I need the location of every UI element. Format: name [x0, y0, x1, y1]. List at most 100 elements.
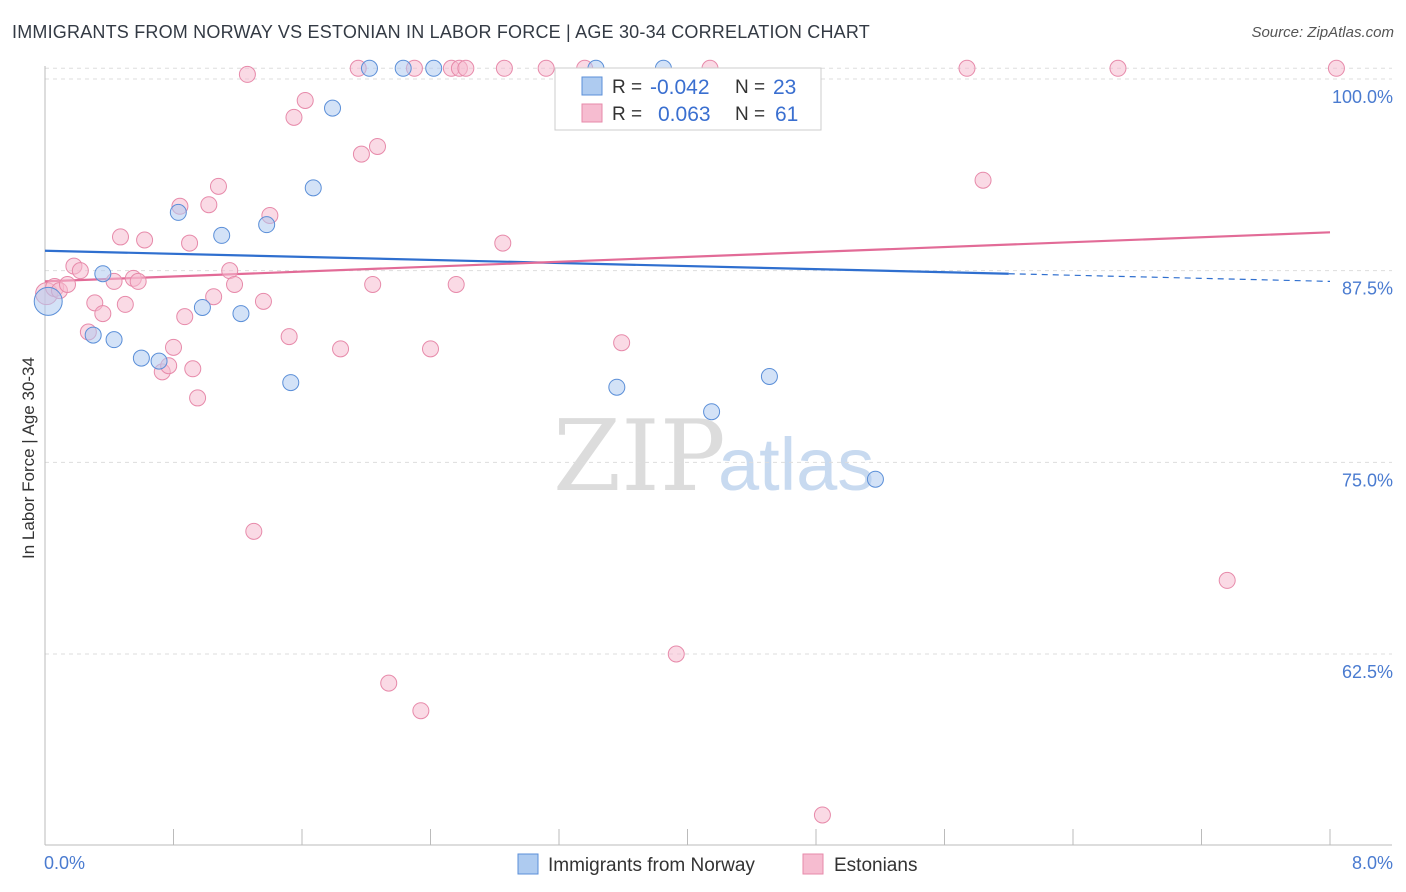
estonians-point-27 — [226, 275, 244, 293]
watermark-zip: ZIP — [553, 400, 726, 514]
y-tick-label-0: 62.5% — [1342, 662, 1393, 682]
watermark-atlas: atlas — [718, 423, 874, 506]
estonians-point-8 — [94, 305, 112, 323]
estonians-point-43 — [422, 340, 439, 358]
estonians-point-57 — [974, 171, 992, 189]
norway-point-4 — [132, 349, 150, 367]
norway-point-3 — [105, 331, 123, 349]
estonians-point-56 — [958, 59, 976, 77]
norway-points — [33, 59, 884, 488]
norway-point-0 — [33, 286, 63, 316]
estonians-point-38 — [364, 275, 382, 293]
bottom-legend-label-norway: Immigrants from Norway — [548, 855, 755, 876]
estonians-point-5 — [71, 262, 89, 280]
estonians-point-60 — [1327, 59, 1345, 77]
estonians-point-17 — [165, 338, 182, 356]
bottom-legend-swatch-estonians — [802, 853, 824, 875]
estonians-point-14 — [136, 231, 154, 249]
estonians-point-13 — [129, 272, 147, 290]
estonians-point-3 — [58, 275, 76, 293]
correlation-legend: R = -0.042 N = 23 R = 0.063 N = 61 — [554, 67, 822, 131]
norway-point-5 — [150, 352, 168, 370]
norway-point-10 — [258, 216, 276, 234]
y-tick-label-1: 75.0% — [1342, 470, 1393, 490]
estonians-point-33 — [285, 108, 303, 126]
estonians-point-25 — [209, 177, 227, 195]
norway-point-1 — [94, 265, 112, 283]
norway-point-8 — [213, 226, 231, 244]
estonians-point-34 — [296, 91, 314, 109]
estonians-point-35 — [332, 340, 350, 358]
norway-point-19 — [608, 378, 626, 396]
source-credit: Source: ZipAtlas.com — [1251, 24, 1394, 41]
x-tick-label-max: 8.0% — [1352, 853, 1393, 873]
estonians-point-58 — [1109, 59, 1127, 77]
trend-line-estonians — [44, 231, 1331, 283]
estonians-point-29 — [245, 522, 263, 540]
gridlines — [45, 67, 1392, 655]
axes — [44, 66, 1392, 846]
norway-point-6 — [169, 203, 187, 221]
estonians-point-20 — [181, 234, 199, 252]
y-tick-label-2: 87.5% — [1342, 279, 1393, 299]
estonians-point-30 — [254, 292, 272, 310]
estonians-point-52 — [613, 334, 631, 352]
legend-r-value-estonians: 0.063 — [658, 103, 711, 126]
estonians-point-59 — [1218, 571, 1236, 589]
norway-point-2 — [84, 326, 102, 344]
estonians-point-21 — [184, 360, 202, 378]
estonians-point-39 — [368, 137, 386, 155]
trend-lines — [44, 231, 1331, 283]
estonians-point-37 — [352, 145, 370, 163]
estonians-point-48 — [494, 234, 512, 252]
norway-point-12 — [304, 179, 322, 197]
legend-swatch-estonians — [581, 103, 603, 123]
legend-r-label-norway: R = — [612, 77, 642, 98]
norway-point-14 — [360, 59, 378, 77]
series-legend: Immigrants from Norway Estonians — [517, 853, 917, 876]
norway-point-21 — [760, 367, 778, 385]
bottom-legend-label-estonians: Estonians — [834, 855, 917, 876]
legend-n-value-estonians: 61 — [775, 103, 798, 126]
estonians-point-40 — [380, 674, 398, 692]
x-tick-label-min: 0.0% — [44, 853, 85, 873]
estonians-point-55 — [813, 806, 831, 824]
estonians-point-45 — [447, 275, 465, 293]
estonians-point-53 — [667, 645, 685, 663]
estonians-point-23 — [200, 196, 218, 214]
legend-r-value-norway: -0.042 — [650, 76, 710, 99]
estonians-point-32 — [280, 328, 298, 346]
y-tick-label-3: 100.0% — [1332, 87, 1393, 107]
norway-point-7 — [193, 298, 211, 316]
estonians-points — [35, 59, 1345, 824]
legend-swatch-norway — [581, 76, 603, 96]
norway-point-15 — [394, 59, 412, 77]
trend-line-norway-extension — [1008, 273, 1331, 282]
estonians-point-28 — [238, 65, 256, 83]
norway-point-11 — [282, 374, 300, 392]
estonians-point-24 — [205, 288, 223, 306]
estonians-point-10 — [111, 228, 129, 246]
norway-point-20 — [703, 403, 721, 421]
estonians-point-22 — [189, 389, 207, 407]
norway-point-16 — [425, 59, 443, 77]
bottom-legend-swatch-norway — [517, 853, 539, 875]
estonians-point-49 — [495, 59, 513, 77]
legend-n-value-norway: 23 — [773, 76, 796, 99]
norway-point-9 — [232, 305, 250, 323]
legend-r-label-estonians: R = — [612, 104, 642, 125]
y-tick-labels: 62.5% 75.0% 87.5% 100.0% — [1332, 87, 1393, 682]
estonians-point-47 — [457, 59, 475, 77]
chart-title: IMMIGRANTS FROM NORWAY VS ESTONIAN IN LA… — [12, 22, 870, 42]
estonians-point-11 — [116, 295, 134, 313]
norway-point-22 — [866, 470, 884, 488]
y-axis-label: In Labor Force | Age 30-34 — [19, 357, 38, 559]
legend-n-label-norway: N = — [735, 77, 765, 98]
norway-point-13 — [324, 99, 342, 117]
estonians-point-42 — [412, 702, 430, 720]
estonians-point-19 — [176, 308, 194, 326]
legend-n-label-estonians: N = — [735, 104, 765, 125]
x-tick-labels: 0.0% 8.0% — [44, 853, 1393, 873]
estonians-point-50 — [537, 59, 555, 77]
